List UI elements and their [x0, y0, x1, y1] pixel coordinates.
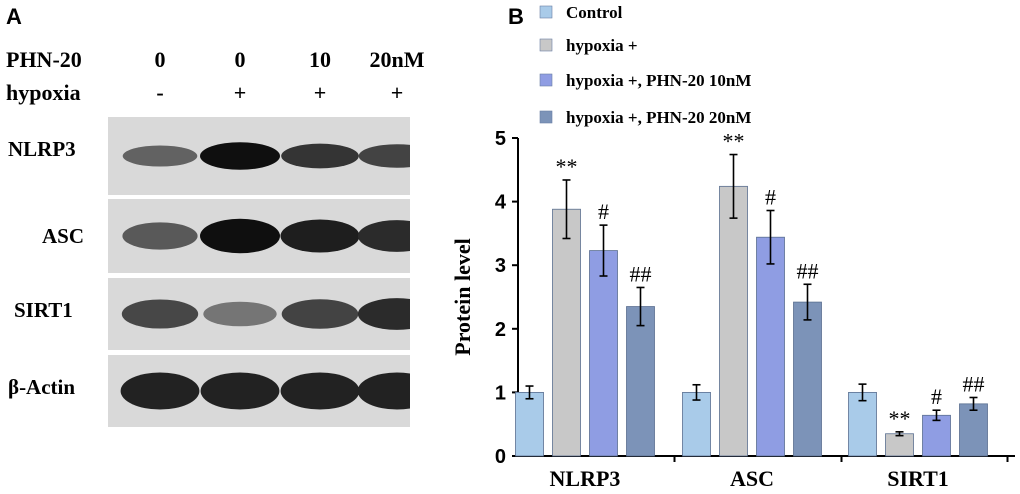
lane-value: 10 — [309, 47, 331, 72]
legend-swatch — [539, 38, 553, 52]
significance-mark: ## — [797, 258, 819, 283]
significance-mark: # — [931, 384, 942, 409]
significance-mark: ** — [889, 406, 911, 431]
bar — [793, 301, 822, 457]
significance-mark: ** — [556, 154, 578, 179]
lane-value: + — [233, 80, 247, 105]
blot-band — [357, 220, 410, 252]
blot-row-label: NLRP3 — [8, 137, 76, 161]
blot-strip — [108, 117, 410, 195]
significance-mark: ## — [963, 371, 985, 396]
blot-band — [357, 372, 410, 410]
blot-band — [200, 142, 280, 170]
x-category-label: ASC — [730, 466, 774, 491]
x-category-label: SIRT1 — [887, 466, 949, 491]
legend-label: Control — [566, 3, 623, 22]
blot-band — [120, 372, 200, 410]
legend-label: hypoxia +, PHN-20 10nM — [566, 71, 751, 90]
significance-mark: ** — [723, 129, 745, 154]
blot-band — [122, 145, 198, 167]
bar — [959, 403, 988, 457]
y-tick-label: 0 — [495, 446, 506, 468]
significance-mark: ## — [630, 261, 652, 286]
blot-band — [357, 298, 410, 330]
blot-band — [281, 143, 359, 169]
blot-band — [200, 372, 280, 410]
y-tick-label: 3 — [495, 255, 506, 277]
lane-value: 0 — [154, 47, 166, 72]
bar — [848, 391, 877, 457]
blot-band — [281, 299, 359, 329]
blot-strip — [108, 278, 410, 350]
blot-band — [280, 372, 360, 410]
bar — [885, 433, 914, 457]
blot-band — [121, 299, 199, 329]
bar — [922, 414, 951, 457]
y-tick-label: 1 — [495, 382, 506, 404]
treatment-label: hypoxia — [6, 80, 81, 105]
x-category-label: NLRP3 — [550, 466, 621, 491]
legend-swatch — [539, 73, 553, 87]
significance-mark: # — [765, 185, 776, 210]
treatment-label: PHN-20 — [6, 47, 82, 72]
blot-row-label: SIRT1 — [14, 298, 73, 322]
lane-value: 20nM — [369, 47, 425, 72]
blot-row-label: β-Actin — [8, 375, 76, 399]
blot-band — [122, 222, 198, 250]
blot-band — [203, 301, 277, 327]
y-tick-label: 2 — [495, 319, 506, 341]
panel-a-letter: A — [6, 4, 22, 29]
significance-mark: # — [598, 199, 609, 224]
lane-value: + — [390, 80, 404, 105]
blot-band — [280, 219, 360, 253]
blot-band — [358, 144, 410, 168]
panel-b-letter: B — [508, 4, 524, 29]
blot-row-label: ASC — [42, 224, 85, 248]
bar — [682, 391, 711, 457]
y-tick-label: 5 — [495, 128, 506, 150]
bar — [756, 236, 785, 457]
legend-label: hypoxia +, PHN-20 20nM — [566, 108, 751, 127]
bar — [719, 185, 748, 457]
legend-swatch — [539, 110, 553, 124]
bar — [626, 306, 655, 457]
lane-value: 0 — [234, 47, 246, 72]
y-tick-label: 4 — [495, 192, 507, 214]
blot-strip — [108, 355, 410, 427]
lane-value: + — [313, 80, 327, 105]
bar — [552, 208, 581, 457]
blot-strip — [108, 199, 410, 273]
y-axis-label: Protein level — [450, 238, 475, 356]
legend-swatch — [539, 5, 553, 19]
bar — [589, 250, 618, 457]
legend-label: hypoxia + — [566, 36, 638, 55]
blot-band — [200, 218, 280, 254]
lane-value: - — [156, 80, 164, 105]
bar — [515, 391, 544, 457]
